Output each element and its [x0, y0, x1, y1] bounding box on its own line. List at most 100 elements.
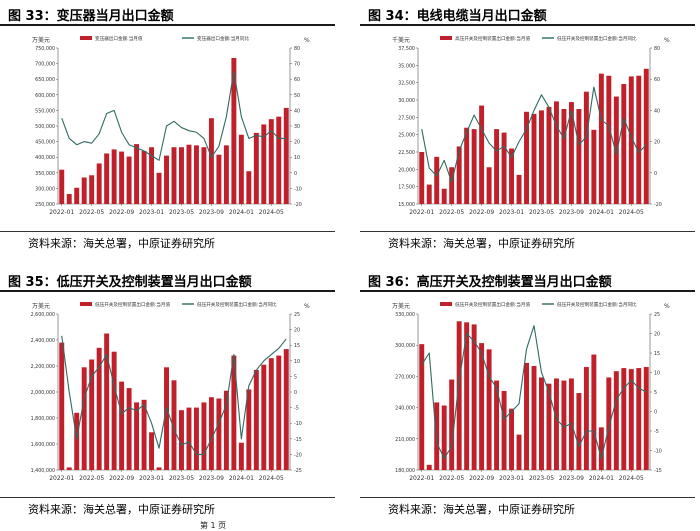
bar — [628, 76, 634, 204]
y-right-tick-label: -25 — [294, 468, 302, 474]
bar — [426, 184, 432, 204]
x-tick-label: 2022-05 — [79, 209, 104, 216]
y-right-tick-label: 20 — [294, 328, 300, 334]
chart-34: 高压开关及控制装置出口金额:当月值 低压开关及控制装置出口金额:当月同比 千美元 % 1… — [392, 35, 670, 216]
y-right-tick-label: 15 — [294, 343, 300, 349]
bar — [464, 322, 470, 470]
bar — [193, 407, 199, 470]
x-tick-label: 2022-05 — [79, 475, 104, 482]
bar — [223, 145, 229, 204]
series-line — [61, 70, 287, 161]
bar — [104, 153, 110, 204]
x-tick-label: 2024-05 — [619, 209, 644, 216]
bar — [606, 377, 612, 470]
bar — [479, 105, 485, 204]
chart-36: 低压开关及控制装置出口金额:当月值 低压开关及控制装置出口金额:当月同比 万美元 % 1… — [392, 301, 670, 482]
bar — [449, 379, 455, 470]
bar — [149, 432, 155, 470]
source-divider — [360, 231, 695, 232]
bar — [66, 194, 72, 204]
bar — [201, 402, 207, 470]
bar — [231, 355, 237, 470]
y-right-tick-label: 0 — [294, 171, 297, 177]
y-left-tick-label: 400,000 — [35, 155, 55, 161]
x-tick-label: 2022-01 — [49, 475, 74, 482]
bar — [456, 321, 462, 470]
bar — [283, 349, 289, 470]
y-right-tick-label: 0 — [654, 410, 657, 416]
chart-legend: 变压器出口金额:当月值 变压器出口金额:当月同比 — [80, 35, 249, 42]
bar — [464, 127, 470, 204]
legend-bar-swatch — [80, 36, 92, 40]
y-left-tick-label: 22,500 — [398, 150, 415, 156]
bar — [419, 152, 425, 204]
bar — [509, 148, 515, 204]
bar — [546, 383, 552, 470]
bar — [531, 113, 537, 204]
bar — [171, 380, 177, 470]
y-right-tick-label: -5 — [654, 429, 659, 435]
bar — [253, 132, 259, 204]
x-tick-label: 2022-01 — [49, 209, 74, 216]
bar — [539, 377, 544, 470]
y-right-tick-label: 10 — [654, 371, 660, 377]
bar — [66, 467, 72, 470]
bar — [628, 369, 634, 470]
bar — [283, 107, 289, 204]
x-tick-label: 2022-01 — [409, 209, 434, 216]
bar — [621, 368, 627, 470]
chart-source: 资料来源：海关总署，中原证券研究所 — [388, 237, 575, 250]
bar — [261, 364, 267, 470]
x-tick-label: 2024-01 — [589, 209, 614, 216]
y-left-tick-label: 27,500 — [398, 115, 415, 121]
y-right-tick-label: -15 — [654, 468, 662, 474]
y-left-tick-label: 300,000 — [35, 186, 55, 192]
y-right-tick-label: -15 — [294, 437, 302, 443]
y-right-tick-label: -10 — [294, 421, 302, 427]
x-tick-label: 2023-01 — [499, 475, 524, 482]
y-left-tick-label: 2,200,000 — [31, 364, 55, 370]
y-right-tick-label: 20 — [654, 332, 660, 338]
title-divider — [360, 290, 695, 292]
bar — [156, 172, 162, 204]
bar — [96, 347, 102, 470]
y-left-tick-label: 15,000 — [398, 202, 415, 208]
bar — [126, 388, 132, 470]
bar — [111, 149, 117, 204]
bar — [216, 398, 222, 470]
y-right-tick-label: 20 — [654, 140, 660, 146]
y-right-tick-label: 10 — [294, 155, 300, 161]
y-left-tick-label: 240,000 — [395, 406, 415, 412]
y-right-tick-label: 0 — [654, 171, 657, 177]
bar — [126, 156, 132, 204]
legend-bar-label: 变压器出口金额:当月值 — [95, 35, 143, 42]
bar — [164, 155, 169, 204]
x-tick-label: 2023-09 — [199, 475, 224, 482]
series-line — [61, 335, 287, 455]
x-tick-label: 2023-01 — [499, 209, 524, 216]
x-tick-label: 2022-09 — [109, 475, 134, 482]
y-right-tick-label: 80 — [294, 46, 300, 52]
source-divider — [0, 231, 335, 232]
bar — [156, 467, 162, 470]
y-right-tick-label: 20 — [294, 140, 300, 146]
bar — [434, 156, 440, 204]
y-right-tick-label: 60 — [294, 77, 300, 83]
bar — [598, 427, 604, 470]
y-right-tick-label: -20 — [294, 202, 302, 208]
bar — [238, 442, 244, 470]
x-tick-label: 2022-09 — [109, 209, 134, 216]
bar — [223, 390, 229, 470]
series-line — [421, 325, 647, 459]
legend-bar-swatch — [80, 302, 92, 306]
y-left-tick-label: 1,400,000 — [31, 468, 55, 474]
y-left-tick-label: 270,000 — [395, 374, 415, 380]
y-left-tick-label: 650,000 — [35, 77, 55, 83]
bar — [486, 349, 492, 470]
y-right-unit: % — [304, 37, 310, 44]
bar — [643, 367, 649, 470]
bar — [494, 129, 500, 204]
bar — [486, 167, 492, 204]
chart-title: 图 33：变压器当月出口金额 — [8, 9, 174, 24]
bar — [96, 163, 102, 204]
